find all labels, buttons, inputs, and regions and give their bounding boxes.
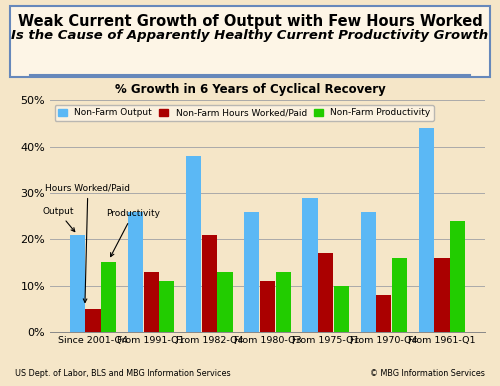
Bar <box>260 281 275 332</box>
Bar <box>450 221 465 332</box>
Bar <box>218 272 232 332</box>
Legend: Non-Farm Output, Non-Farm Hours Worked/Paid, Non-Farm Productivity: Non-Farm Output, Non-Farm Hours Worked/P… <box>54 105 434 121</box>
Bar <box>360 212 376 332</box>
Text: Output: Output <box>42 207 75 232</box>
Text: © MBG Information Services: © MBG Information Services <box>370 369 485 378</box>
Bar <box>244 212 260 332</box>
Bar <box>101 262 116 332</box>
Bar <box>160 281 174 332</box>
Bar <box>202 235 217 332</box>
Bar <box>302 198 318 332</box>
Text: % Growth in 6 Years of Cyclical Recovery: % Growth in 6 Years of Cyclical Recovery <box>114 83 386 96</box>
Bar <box>376 295 392 332</box>
Text: Hours Worked/Paid: Hours Worked/Paid <box>46 184 130 303</box>
Bar <box>334 286 349 332</box>
Bar <box>276 272 291 332</box>
Text: Productivity: Productivity <box>106 209 160 257</box>
Bar <box>70 235 85 332</box>
Bar <box>128 212 143 332</box>
Text: Is the Cause of Apparently Healthy Current Productivity Growth: Is the Cause of Apparently Healthy Curre… <box>12 29 488 42</box>
Bar <box>434 258 450 332</box>
Bar <box>418 128 434 332</box>
Bar <box>144 272 159 332</box>
Text: Weak Current Growth of Output with Few Hours Worked: Weak Current Growth of Output with Few H… <box>18 14 482 29</box>
Bar <box>392 258 407 332</box>
Text: US Dept. of Labor, BLS and MBG Information Services: US Dept. of Labor, BLS and MBG Informati… <box>15 369 231 378</box>
Bar <box>318 253 333 332</box>
Bar <box>186 156 201 332</box>
Bar <box>86 309 100 332</box>
